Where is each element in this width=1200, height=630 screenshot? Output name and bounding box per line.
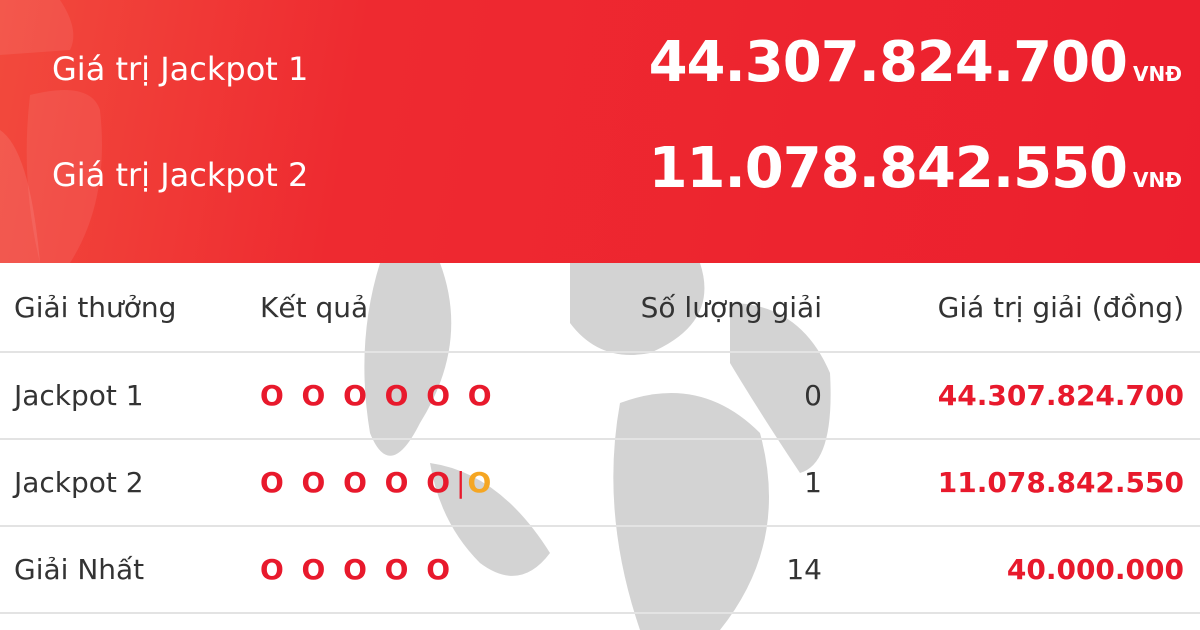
table-row: Jackpot 2 O O O O O|O 1 11.078.842.550 bbox=[0, 439, 1200, 527]
jackpot-1-value: 44.307.824.700 bbox=[648, 30, 1128, 95]
prize-count: 1 bbox=[510, 439, 822, 527]
result-numbers: O O O O O bbox=[260, 553, 455, 586]
header-prize: Giải thưởng bbox=[0, 263, 260, 353]
separator: | bbox=[456, 466, 466, 499]
jackpot-2-row: Giá trị Jackpot 2 11.078.842.550 VNĐ bbox=[0, 136, 1200, 216]
prize-name: Jackpot 1 bbox=[0, 352, 260, 440]
results-table: Giải thưởng Kết quả Số lượng giải Giá tr… bbox=[0, 263, 1200, 614]
logo-watermark-icon bbox=[0, 0, 103, 263]
prize-value: 11.078.842.550 bbox=[822, 439, 1200, 527]
jackpot-banner: Giá trị Jackpot 1 44.307.824.700 VNĐ Giá… bbox=[0, 0, 1200, 263]
jackpot-1-amount: 44.307.824.700 VNĐ bbox=[649, 30, 1182, 95]
jackpot-1-row: Giá trị Jackpot 1 44.307.824.700 VNĐ bbox=[0, 30, 1200, 110]
prize-value: 44.307.824.700 bbox=[822, 352, 1200, 440]
table-row: Jackpot 1 O O O O O O 0 44.307.824.700 bbox=[0, 352, 1200, 440]
result-numbers: O O O O O O bbox=[260, 379, 496, 412]
prize-count: 0 bbox=[510, 352, 822, 440]
table-row: Giải Nhất O O O O O 14 40.000.000 bbox=[0, 526, 1200, 614]
header-result: Kết quả bbox=[260, 263, 510, 353]
prize-name: Jackpot 2 bbox=[0, 439, 260, 527]
jackpot-1-label: Giá trị Jackpot 1 bbox=[52, 50, 309, 88]
extra-number: O bbox=[467, 466, 492, 499]
jackpot-2-value: 11.078.842.550 bbox=[648, 136, 1128, 201]
prize-count: 14 bbox=[510, 526, 822, 614]
jackpot-2-amount: 11.078.842.550 VNĐ bbox=[649, 136, 1182, 201]
table-header-row: Giải thưởng Kết quả Số lượng giải Giá tr… bbox=[0, 263, 1200, 353]
header-value: Giá trị giải (đồng) bbox=[822, 263, 1200, 353]
jackpot-1-unit: VNĐ bbox=[1133, 62, 1182, 86]
result-numbers: O O O O O bbox=[260, 466, 455, 499]
prize-value: 40.000.000 bbox=[822, 526, 1200, 614]
prize-name: Giải Nhất bbox=[0, 526, 260, 614]
jackpot-2-label: Giá trị Jackpot 2 bbox=[52, 156, 309, 194]
header-count: Số lượng giải bbox=[510, 263, 822, 353]
jackpot-2-unit: VNĐ bbox=[1133, 168, 1182, 192]
